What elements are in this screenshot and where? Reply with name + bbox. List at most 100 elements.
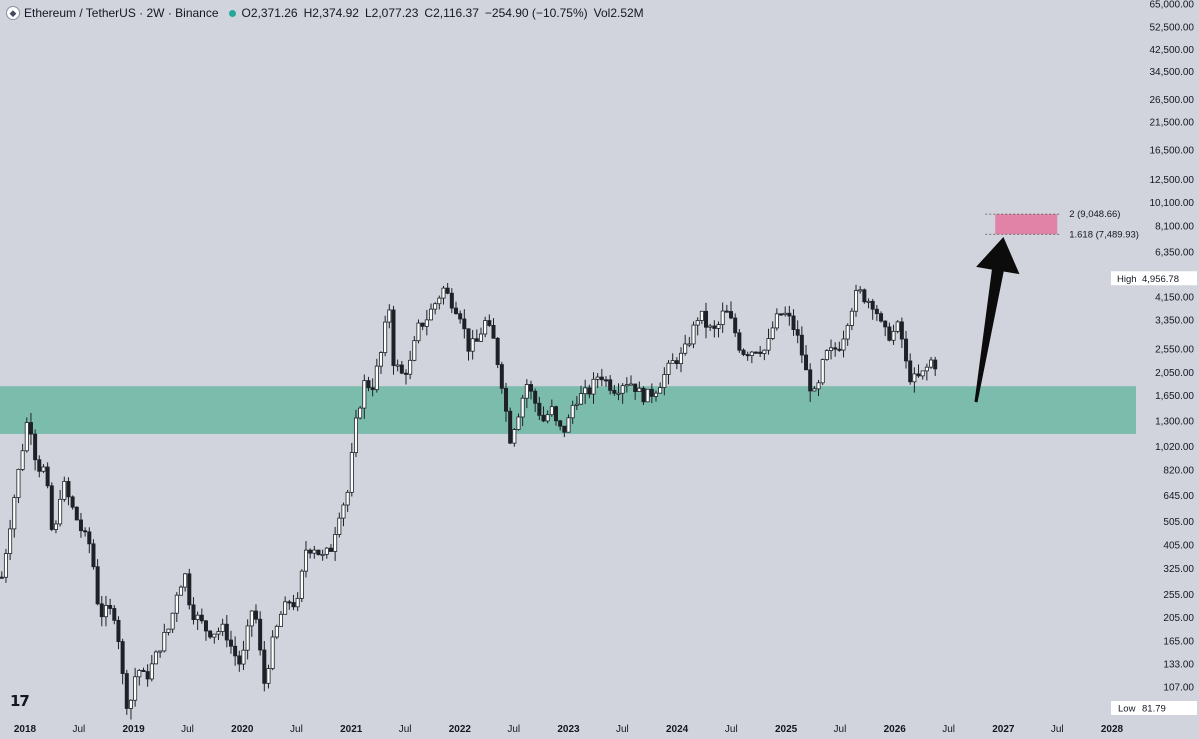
candle-body — [799, 334, 804, 356]
price-tick-label: 12,500.00 — [1150, 175, 1195, 186]
candle-2023-08-27 — [637, 381, 642, 392]
candle-body — [858, 289, 863, 292]
candle-2026-03-08 — [912, 367, 917, 393]
candle-body — [545, 414, 550, 422]
candle-2018-11-25 — [120, 638, 125, 685]
candle-body — [408, 359, 413, 375]
time-tick-label: Jul — [834, 724, 847, 735]
time-tick-label: Jul — [507, 724, 520, 735]
candle-2026-05-03 — [929, 356, 934, 369]
candle-body — [41, 466, 46, 472]
candle-2022-09-25 — [537, 396, 542, 421]
candle-body — [741, 349, 746, 355]
candle-body — [228, 639, 233, 647]
candle-body — [170, 612, 175, 630]
price-tick-label: 505.00 — [1163, 517, 1194, 528]
candle-body — [324, 547, 329, 555]
time-tick-label: Jul — [290, 724, 303, 735]
symbol-title[interactable]: Ethereum / TetherUS · 2W · Binance — [24, 6, 219, 20]
candle-body — [837, 348, 842, 351]
candle-body — [587, 387, 592, 395]
candle-body — [99, 603, 104, 618]
candle-body — [629, 383, 634, 386]
time-tick-label: 2027 — [992, 724, 1015, 735]
high-marker-label: High — [1117, 274, 1137, 285]
candle-2019-12-22 — [237, 650, 242, 672]
candle-2022-08-28 — [528, 380, 533, 400]
price-tick-label: 2,550.00 — [1155, 345, 1194, 356]
candle-2018-04-15 — [53, 520, 58, 534]
candle-2020-01-19 — [245, 619, 250, 660]
candle-body — [403, 372, 408, 375]
candle-body — [716, 324, 721, 329]
candle-2021-05-23 — [391, 305, 396, 375]
candle-body — [787, 312, 792, 317]
candle-2018-08-19 — [91, 539, 96, 570]
fib-level-label-1.618: 1.618 (7,489.93) — [1069, 229, 1139, 240]
candle-2021-01-31 — [358, 405, 363, 420]
candle-body — [912, 373, 917, 383]
candle-2020-03-15 — [262, 641, 267, 692]
candle-body — [349, 452, 354, 493]
candle-2022-10-09 — [541, 406, 546, 423]
candle-2023-01-01 — [566, 414, 571, 433]
candle-2019-10-27 — [220, 618, 225, 637]
candle-2024-06-16 — [724, 304, 729, 313]
candle-2020-02-02 — [249, 610, 254, 637]
candle-body — [812, 388, 817, 392]
candle-2024-06-02 — [720, 302, 725, 333]
candle-2022-04-24 — [491, 318, 496, 339]
candle-2020-05-24 — [283, 596, 288, 615]
candle-body — [270, 636, 275, 669]
candle-2020-09-27 — [320, 549, 325, 561]
candle-body — [33, 433, 38, 461]
candle-2025-04-06 — [812, 386, 817, 392]
candle-2021-11-07 — [441, 285, 446, 305]
candle-body — [424, 319, 429, 327]
candle-2023-05-07 — [604, 376, 609, 387]
candle-body — [116, 619, 121, 642]
time-tick-label: 2019 — [123, 724, 146, 735]
candle-2025-08-24 — [854, 284, 859, 317]
candle-2018-10-28 — [112, 605, 117, 625]
candle-body — [24, 422, 29, 452]
candle-2018-05-27 — [66, 477, 71, 506]
candle-2025-01-26 — [791, 309, 796, 336]
candle-2024-03-10 — [695, 317, 700, 336]
candle-body — [820, 359, 825, 384]
candle-body — [591, 378, 596, 395]
candle-2026-05-17 — [933, 356, 938, 376]
time-tick-label: Jul — [616, 724, 629, 735]
candle-2026-02-08 — [904, 330, 909, 369]
candle-body — [795, 329, 800, 336]
candle-body — [153, 651, 158, 665]
candle-2020-11-22 — [337, 512, 342, 538]
candle-body — [328, 547, 333, 552]
candle-2022-08-14 — [524, 379, 529, 409]
candle-2025-09-07 — [858, 286, 863, 294]
candle-body — [0, 576, 4, 579]
candle-2022-09-11 — [533, 388, 538, 412]
candle-2025-04-20 — [816, 379, 821, 397]
candle-2024-06-30 — [729, 301, 734, 320]
candle-2024-07-28 — [737, 329, 742, 353]
candle-body — [374, 365, 379, 390]
candle-body — [933, 359, 938, 370]
candle-body — [145, 671, 150, 680]
candle-body — [70, 496, 75, 508]
candle-2024-11-17 — [770, 321, 775, 341]
chart-header: ◆ Ethereum / TetherUS · 2W · Binance O 2,… — [6, 5, 650, 21]
candle-body — [195, 614, 200, 620]
candle-2023-10-08 — [649, 383, 654, 404]
candle-body — [508, 410, 513, 444]
candle-2025-01-12 — [787, 305, 792, 326]
candle-2021-02-14 — [362, 374, 367, 419]
candle-2023-05-21 — [608, 375, 613, 395]
time-tick-label: 2020 — [231, 724, 254, 735]
candle-body — [724, 310, 729, 313]
candle-body — [662, 374, 667, 388]
candle-2023-06-04 — [612, 384, 617, 396]
candle-2018-09-02 — [95, 559, 100, 606]
candle-2021-04-11 — [378, 351, 383, 374]
